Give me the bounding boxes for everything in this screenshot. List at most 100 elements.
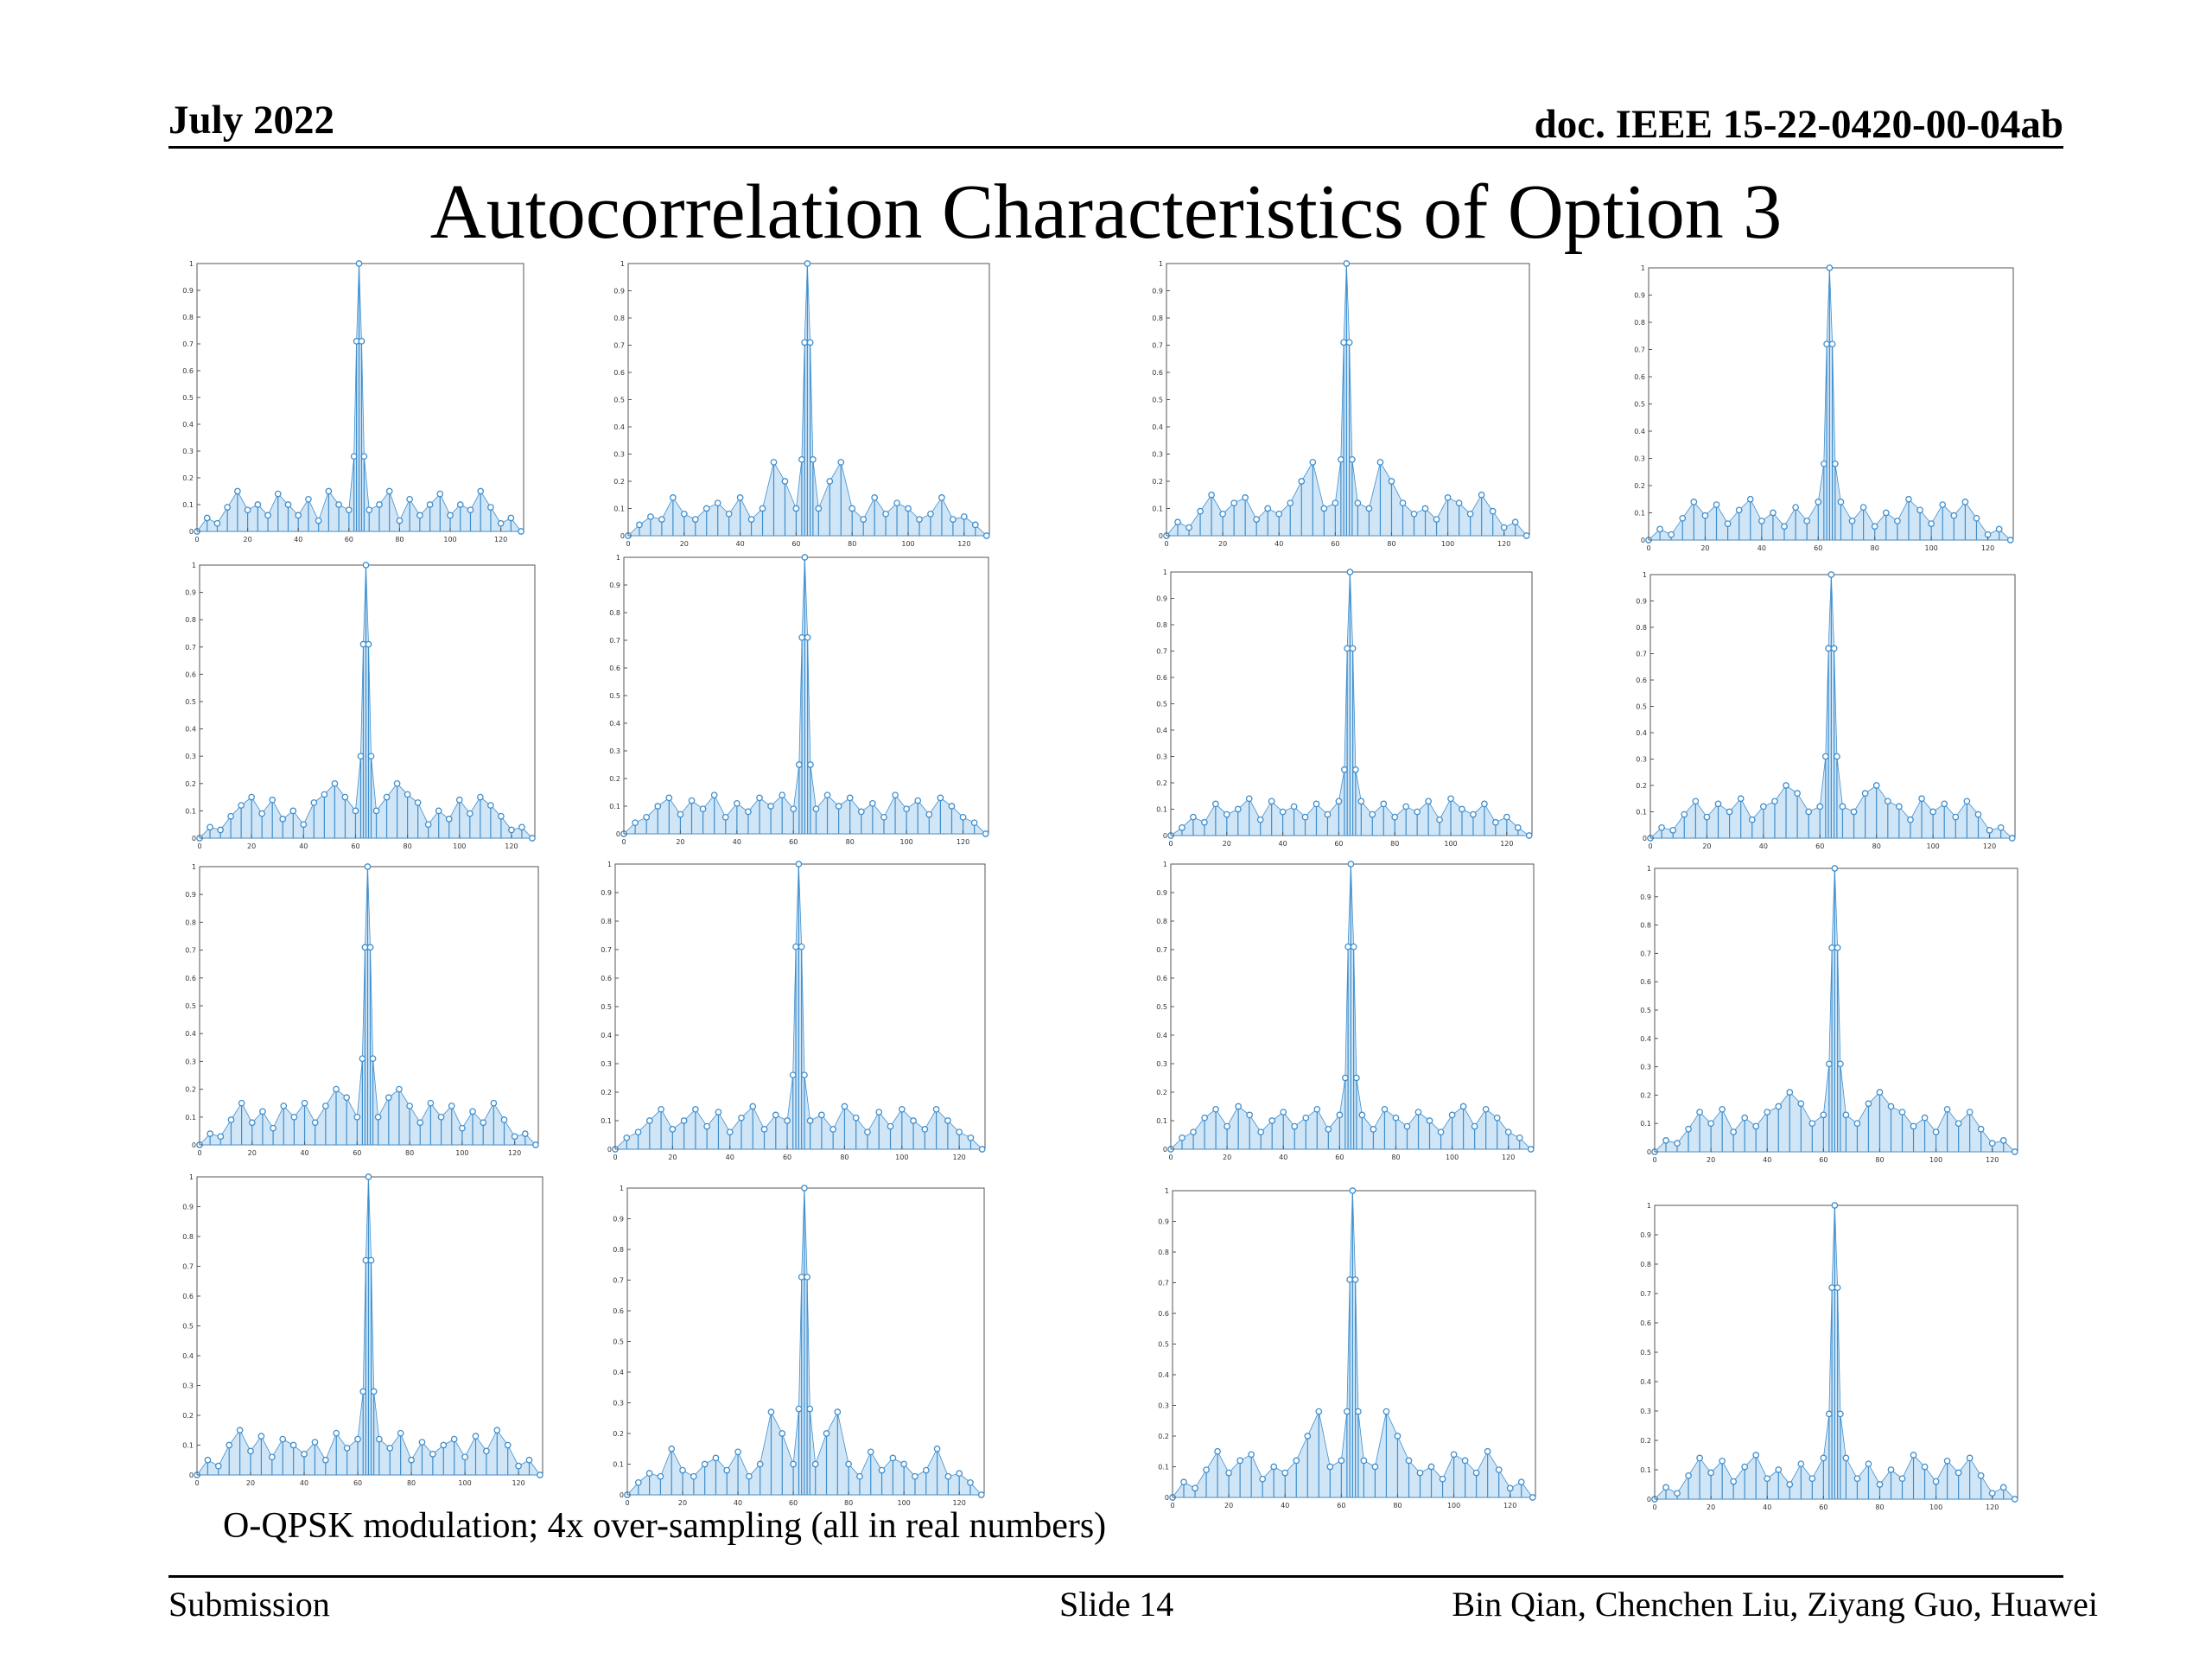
stem-marker [1504,1128,1512,1136]
stem-marker [721,813,729,821]
stem-marker [852,1114,860,1122]
stem-marker [1304,1433,1312,1440]
stem-marker [1834,753,1840,760]
x-tick-label: 100 [1444,840,1457,848]
stem-marker [1692,798,1700,805]
y-tick-label: 0.9 [613,288,625,296]
stem-marker [971,521,979,529]
x-tick-label: 60 [351,842,359,850]
stem-marker [1203,1466,1210,1473]
stem-marker [1514,823,1522,831]
y-tick-label: 0.5 [1640,1007,1651,1014]
y-tick-label: 0.2 [1152,478,1163,486]
stem-marker [322,1103,329,1109]
stem-marker [2008,835,2016,842]
stem-marker [226,1441,233,1449]
x-tick-label: 20 [1700,544,1709,552]
stem-marker [726,1128,734,1136]
stem-marker [703,1122,711,1130]
stem-marker [795,761,803,768]
x-tick-label: 20 [1224,1502,1233,1510]
x-tick-label: 80 [405,1149,414,1157]
stem-marker [1808,1475,1816,1483]
y-tick-label: 0.2 [1158,1433,1169,1440]
stem-marker [1527,1146,1535,1153]
stem-marker [2006,537,2014,543]
y-tick-label: 0.1 [1640,1466,1651,1474]
stem-marker [690,1472,697,1480]
stem-marker [2011,1148,2018,1155]
stem-marker [680,1117,688,1124]
stem-marker [290,1113,298,1121]
stem-marker [1439,1475,1446,1483]
stem-marker [367,1256,375,1264]
stem-marker [1988,1490,1996,1497]
stem-marker [1894,518,1901,524]
x-tick-label: 20 [1223,1154,1231,1161]
stem-marker [1764,1475,1771,1483]
x-tick-label: 60 [1815,842,1824,850]
stem-marker [1974,810,1982,818]
stem-marker [386,1445,394,1452]
stem-marker [1529,1494,1536,1501]
y-tick-label: 0.8 [1640,922,1651,930]
stem-marker [1391,813,1399,821]
x-tick-label: 0 [1646,544,1650,552]
stem-marker [227,812,234,820]
y-tick-label: 0.8 [1640,1261,1651,1268]
stem-marker [301,1450,308,1458]
y-tick-label: 1 [1643,571,1647,579]
stem-marker [680,510,688,518]
x-tick-label: 120 [1497,540,1510,548]
x-tick-label: 60 [791,540,800,548]
stem-marker [933,1445,941,1452]
stem-marker [279,816,287,823]
stem-marker [1703,813,1711,821]
stem-marker [772,1111,779,1119]
y-tick-label: 0.6 [1156,674,1167,682]
stem-marker [1370,1126,1377,1133]
stem-marker [1410,510,1418,518]
stem-marker [406,1103,413,1109]
stem-marker [490,1099,498,1107]
y-tick-label: 1 [616,554,620,562]
stem-marker [1493,1114,1501,1122]
stem-marker [910,1117,917,1124]
stem-marker [702,505,710,512]
x-tick-label: 60 [1337,1502,1345,1510]
stem-marker [352,807,359,815]
stem-marker [1941,800,1948,808]
x-tick-label: 20 [680,540,689,548]
stem-marker [224,504,232,511]
y-tick-label: 0.2 [1156,1089,1167,1096]
y-tick-label: 0.8 [601,918,612,925]
stem-marker [1405,1457,1413,1465]
stem-marker [270,1124,276,1132]
stem-marker [914,797,922,804]
stem-marker [1313,800,1320,808]
y-tick-label: 0.4 [182,1352,194,1360]
stem-marker [360,453,368,461]
stem-marker [1681,810,1688,818]
stem-marker [1865,1460,1872,1468]
stem-marker [1376,459,1384,466]
stem-marker [254,501,262,508]
y-tick-label: 0.7 [1640,1290,1651,1298]
stem-marker [789,1071,797,1079]
x-tick-label: 120 [1500,840,1513,848]
stem-marker [790,1460,797,1468]
x-tick-label: 80 [1390,840,1399,848]
stem-marker [355,260,363,267]
stem-marker [916,516,923,523]
y-tick-label: 0.5 [613,397,625,404]
stem-marker [365,506,373,514]
stem-marker [1786,1089,1794,1096]
stem-marker [1347,861,1355,868]
stem-marker [792,505,800,512]
stem-marker [938,494,945,501]
stem-marker [1690,499,1698,505]
stem-marker [1414,808,1421,816]
stem-marker [623,1134,631,1141]
stem-marker [937,794,944,802]
stem-marker [1679,514,1687,522]
